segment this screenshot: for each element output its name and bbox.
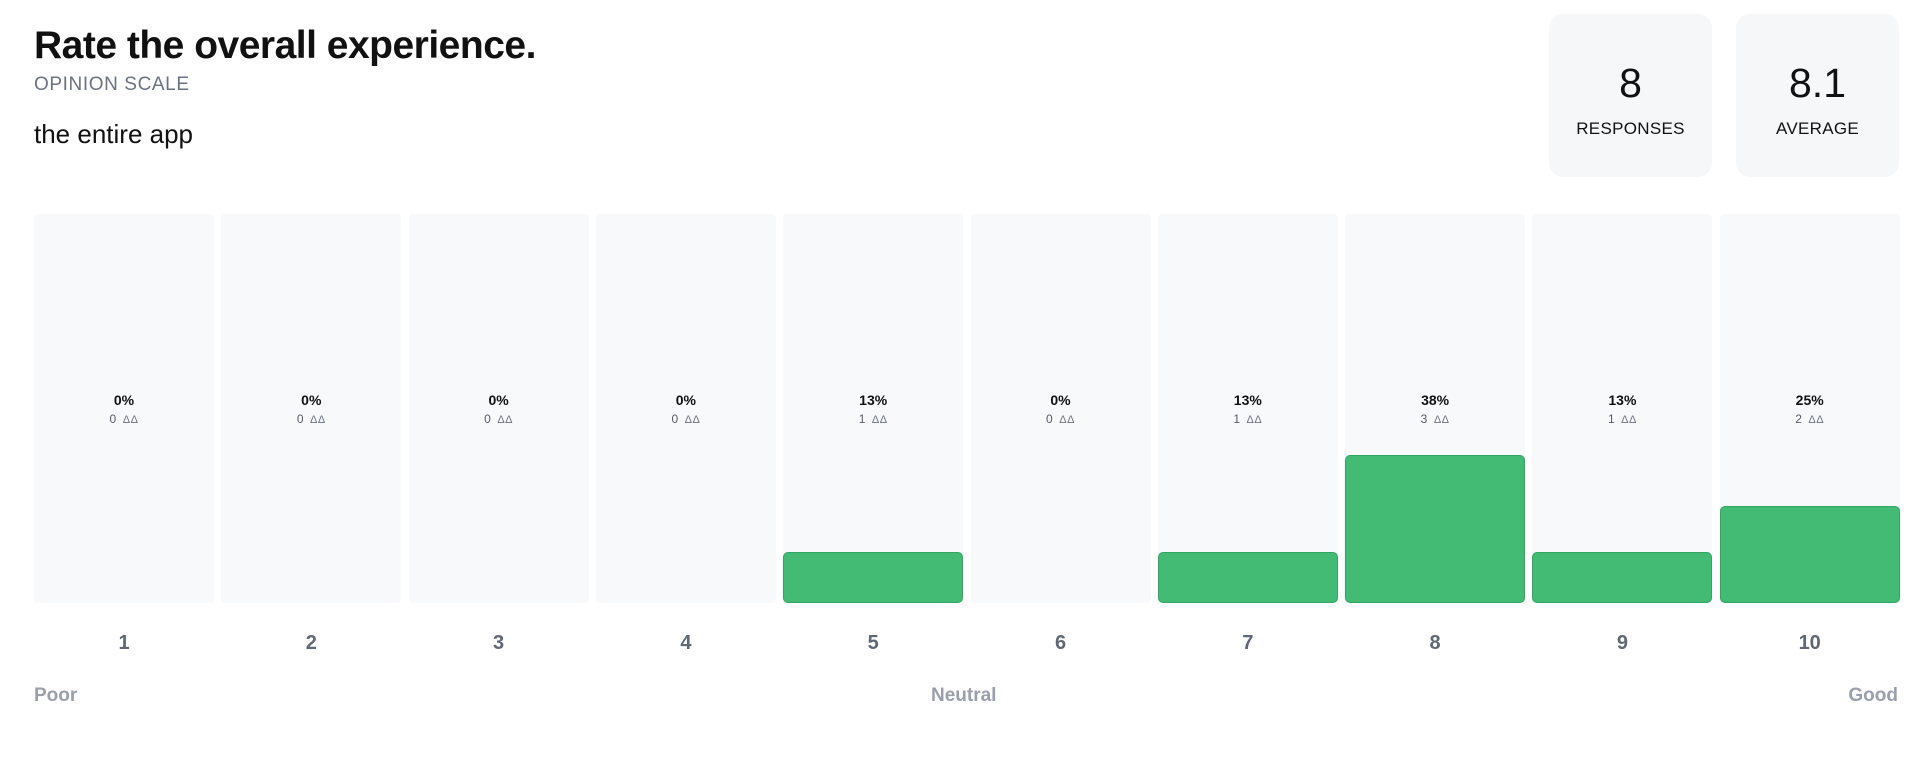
- count-label: 0 ΔΔ: [596, 412, 776, 426]
- percent-label: 0%: [113, 392, 135, 408]
- x-tick-label: 8: [1429, 632, 1441, 654]
- count-label: 0 ΔΔ: [409, 412, 589, 426]
- column-background: [408, 214, 589, 603]
- responses-count: 8: [1619, 60, 1642, 106]
- count-value: 0: [484, 412, 492, 426]
- people-icon: ΔΔ: [1246, 414, 1263, 426]
- percent-label: 0%: [675, 392, 696, 408]
- question-header: Rate the overall experience. OPINION SCA…: [34, 22, 536, 150]
- x-tick-label: 10: [1798, 632, 1821, 654]
- count-value: 0: [109, 412, 117, 426]
- question-title: Rate the overall experience.: [34, 24, 536, 67]
- x-tick-label: 3: [493, 632, 505, 654]
- count-value: 3: [1420, 412, 1428, 426]
- count-label: 1 ΔΔ: [1158, 412, 1338, 426]
- bar: [1157, 552, 1338, 603]
- count-value: 0: [296, 412, 305, 426]
- column-background: [595, 214, 776, 603]
- percent-label: 25%: [1795, 392, 1824, 408]
- count-label: 0 ΔΔ: [221, 412, 401, 426]
- people-icon: ΔΔ: [1433, 414, 1450, 426]
- average-card: 8.1 AVERAGE: [1736, 14, 1899, 177]
- x-tick-label: 9: [1616, 632, 1628, 654]
- scale-label-neutral: Neutral: [931, 685, 997, 706]
- bar: [1345, 455, 1526, 603]
- people-icon: ΔΔ: [1059, 414, 1075, 426]
- people-icon: ΔΔ: [1621, 414, 1637, 426]
- count-value: 1: [1233, 412, 1241, 426]
- percent-label: 38%: [1421, 392, 1450, 408]
- bar: [1532, 552, 1713, 603]
- x-tick-label: 7: [1242, 632, 1254, 654]
- count-value: 0: [1046, 412, 1054, 426]
- responses-card: 8 RESPONSES: [1549, 14, 1712, 177]
- people-icon: ΔΔ: [684, 414, 701, 426]
- x-tick-label: 2: [305, 632, 317, 654]
- scale-label-good: Good: [1848, 685, 1898, 706]
- people-icon: ΔΔ: [310, 414, 326, 426]
- column-background: [221, 214, 402, 603]
- count-label: 0 ΔΔ: [34, 412, 214, 426]
- column-background: [783, 214, 964, 603]
- scale-label-poor: Poor: [34, 685, 78, 706]
- question-description: the entire app: [34, 119, 194, 149]
- people-icon: ΔΔ: [871, 414, 888, 426]
- average-label: AVERAGE: [1775, 119, 1860, 138]
- percent-label: 0%: [301, 392, 322, 408]
- people-icon: ΔΔ: [1808, 414, 1825, 426]
- count-label: 2 ΔΔ: [1720, 412, 1900, 426]
- bar: [783, 552, 964, 603]
- count-value: 1: [1607, 412, 1616, 426]
- count-value: 2: [1795, 412, 1803, 426]
- count-label: 0 ΔΔ: [971, 412, 1151, 426]
- question-type-label: OPINION SCALE: [34, 74, 190, 95]
- count-label: 1 ΔΔ: [783, 412, 963, 426]
- average-value: 8.1: [1789, 60, 1846, 106]
- percent-label: 13%: [1608, 392, 1637, 408]
- column-background: [970, 214, 1151, 603]
- count-label: 1 ΔΔ: [1532, 412, 1712, 426]
- column-background: [34, 214, 214, 603]
- count-value: 1: [858, 412, 866, 426]
- responses-label: RESPONSES: [1576, 119, 1685, 138]
- percent-label: 13%: [859, 392, 888, 408]
- x-tick-label: 6: [1054, 632, 1067, 654]
- percent-label: 0%: [488, 392, 509, 408]
- x-tick-label: 4: [680, 632, 692, 654]
- count-label: 3 ΔΔ: [1345, 412, 1525, 426]
- x-tick-label: 5: [867, 632, 879, 654]
- percent-label: 0%: [1050, 392, 1071, 408]
- bar: [1719, 505, 1900, 603]
- column-background: [1157, 214, 1338, 603]
- percent-label: 13%: [1233, 392, 1262, 408]
- people-icon: ΔΔ: [122, 414, 139, 426]
- column-background: [1532, 214, 1713, 603]
- count-value: 0: [671, 412, 679, 426]
- people-icon: ΔΔ: [497, 414, 514, 426]
- x-tick-label: 1: [118, 632, 130, 654]
